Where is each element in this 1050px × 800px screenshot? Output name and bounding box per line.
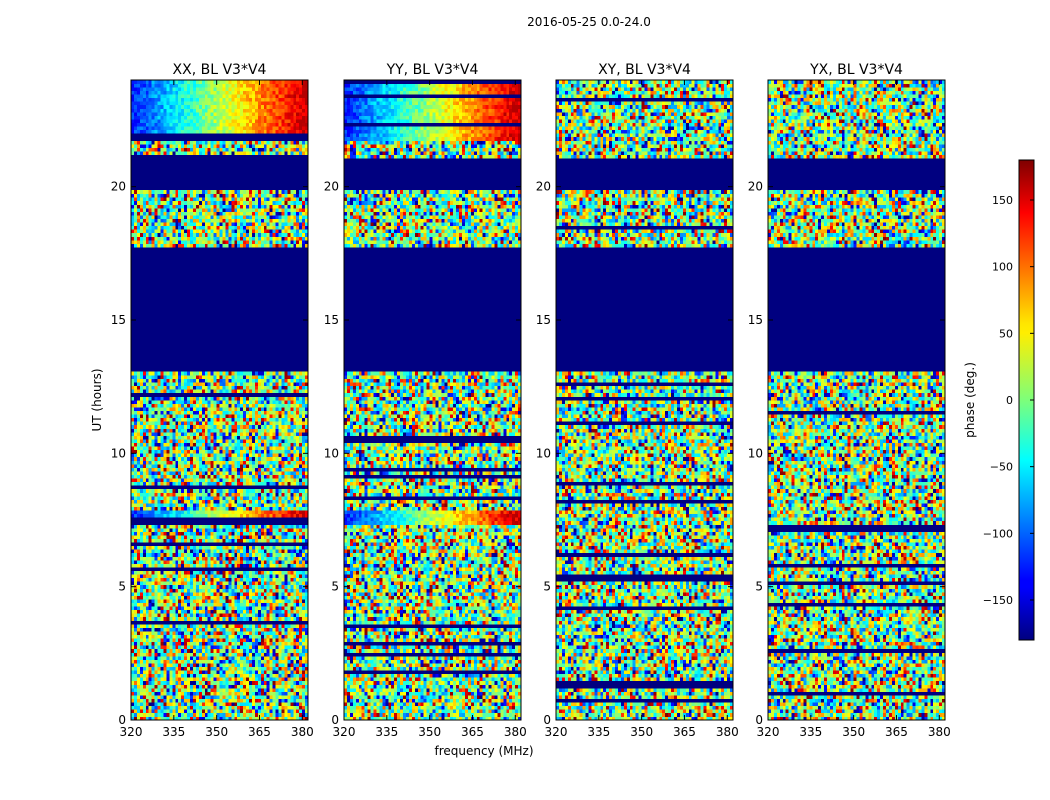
y-tick-label: 5 [543,580,551,594]
x-tick-label: 350 [205,725,228,739]
panel-title: XY, BL V3*V4 [598,62,691,78]
y-axis-label: UT (hours) [90,368,104,431]
x-tick-label: 380 [716,725,739,739]
y-tick-label: 0 [331,713,339,727]
colorbar-tick-label: −100 [983,527,1013,540]
x-tick-label: 350 [842,725,865,739]
x-tick-label: 320 [333,725,356,739]
colorbar: −150 −100 −50 0 50 100 150 phase (deg.) [963,160,1034,640]
x-axis-label: frequency (MHz) [434,744,533,758]
colorbar-tick-label: 150 [992,194,1013,207]
x-tick-label: 380 [928,725,951,739]
y-tick-label: 0 [118,713,126,727]
y-tick-label: 0 [543,713,551,727]
panel-1: XX, BL V3*V4 320 335 350 365 380 0 5 10 15 20 [111,62,314,739]
x-tick-label: 365 [461,725,484,739]
x-tick-label: 320 [545,725,568,739]
x-tick-label: 350 [418,725,441,739]
y-tick-label: 15 [748,313,763,327]
panel-2: YY, BL V3*V4 320 335 350 365 380 0 5 10 15 20 [324,62,527,739]
colorbar-label: phase (deg.) [963,362,977,438]
y-tick-label: 0 [755,713,763,727]
colorbar-tick-label: −150 [983,594,1013,607]
x-tick-label: 320 [120,725,143,739]
y-tick-label: 10 [324,446,339,460]
panel-3: XY, BL V3*V4 320 335 350 365 380 0 5 10 15 20 [536,62,739,739]
colorbar-tick-label: −50 [990,461,1013,474]
x-tick-label: 335 [162,725,185,739]
x-tick-label: 365 [673,725,696,739]
y-tick-label: 5 [118,580,126,594]
x-tick-label: 320 [757,725,780,739]
x-tick-label: 335 [587,725,610,739]
colorbar-tick-label: 50 [999,327,1013,340]
y-tick-label: 5 [755,580,763,594]
y-tick-label: 15 [324,313,339,327]
x-tick-label: 335 [375,725,398,739]
x-tick-label: 335 [799,725,822,739]
panel-title: YX, BL V3*V4 [809,62,903,78]
panel-title: YY, BL V3*V4 [386,62,479,78]
figure: 2016-05-25 0.0-24.0 XX, BL V3*V4 320 335 35… [0,0,1050,800]
y-tick-label: 20 [748,180,763,194]
panel-4: YX, BL V3*V4 320 335 350 365 380 0 5 10 15 20 [748,62,951,739]
y-tick-label: 20 [536,180,551,194]
x-tick-label: 365 [248,725,271,739]
suptitle: 2016-05-25 0.0-24.0 [527,15,651,29]
y-tick-label: 15 [536,313,551,327]
x-tick-label: 380 [504,725,527,739]
y-tick-label: 15 [111,313,126,327]
y-tick-label: 20 [111,180,126,194]
y-tick-label: 10 [536,446,551,460]
colorbar-tick-label: 0 [1006,394,1013,407]
x-tick-label: 365 [885,725,908,739]
y-tick-label: 20 [324,180,339,194]
panel-title: XX, BL V3*V4 [173,62,267,78]
y-tick-label: 10 [111,446,126,460]
x-tick-label: 350 [630,725,653,739]
y-tick-label: 10 [748,446,763,460]
colorbar-tick-label: 100 [992,261,1013,274]
x-tick-label: 380 [291,725,314,739]
y-tick-label: 5 [331,580,339,594]
